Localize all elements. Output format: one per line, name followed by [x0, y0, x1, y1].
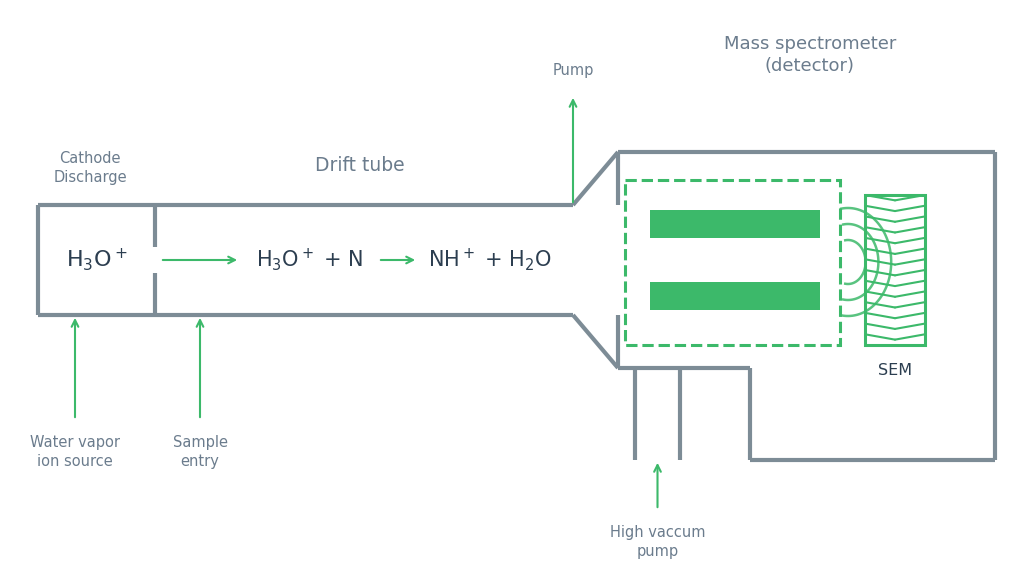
Text: Water vapor
ion source: Water vapor ion source [30, 435, 120, 468]
Text: SEM: SEM [878, 363, 912, 378]
Text: Drift tube: Drift tube [315, 156, 404, 175]
Text: $\mathregular{H_3O^+}$ + N: $\mathregular{H_3O^+}$ + N [256, 247, 364, 273]
Text: Sample
entry: Sample entry [172, 435, 227, 468]
Text: High vaccum
pump: High vaccum pump [609, 525, 706, 559]
Text: $\mathregular{H_3O^+}$: $\mathregular{H_3O^+}$ [66, 247, 127, 273]
Text: Cathode
Discharge: Cathode Discharge [53, 152, 127, 185]
Text: Pump: Pump [552, 63, 594, 78]
Bar [865, 195, 925, 345]
Bar [865, 195, 925, 345]
Text: $\mathregular{NH^+}$ + $\mathregular{H_2O}$: $\mathregular{NH^+}$ + $\mathregular{H_2… [428, 247, 552, 273]
Bar [650, 282, 820, 310]
Bar [625, 180, 840, 345]
Bar [650, 210, 820, 238]
Text: Mass spectrometer
(detector): Mass spectrometer (detector) [724, 35, 896, 75]
